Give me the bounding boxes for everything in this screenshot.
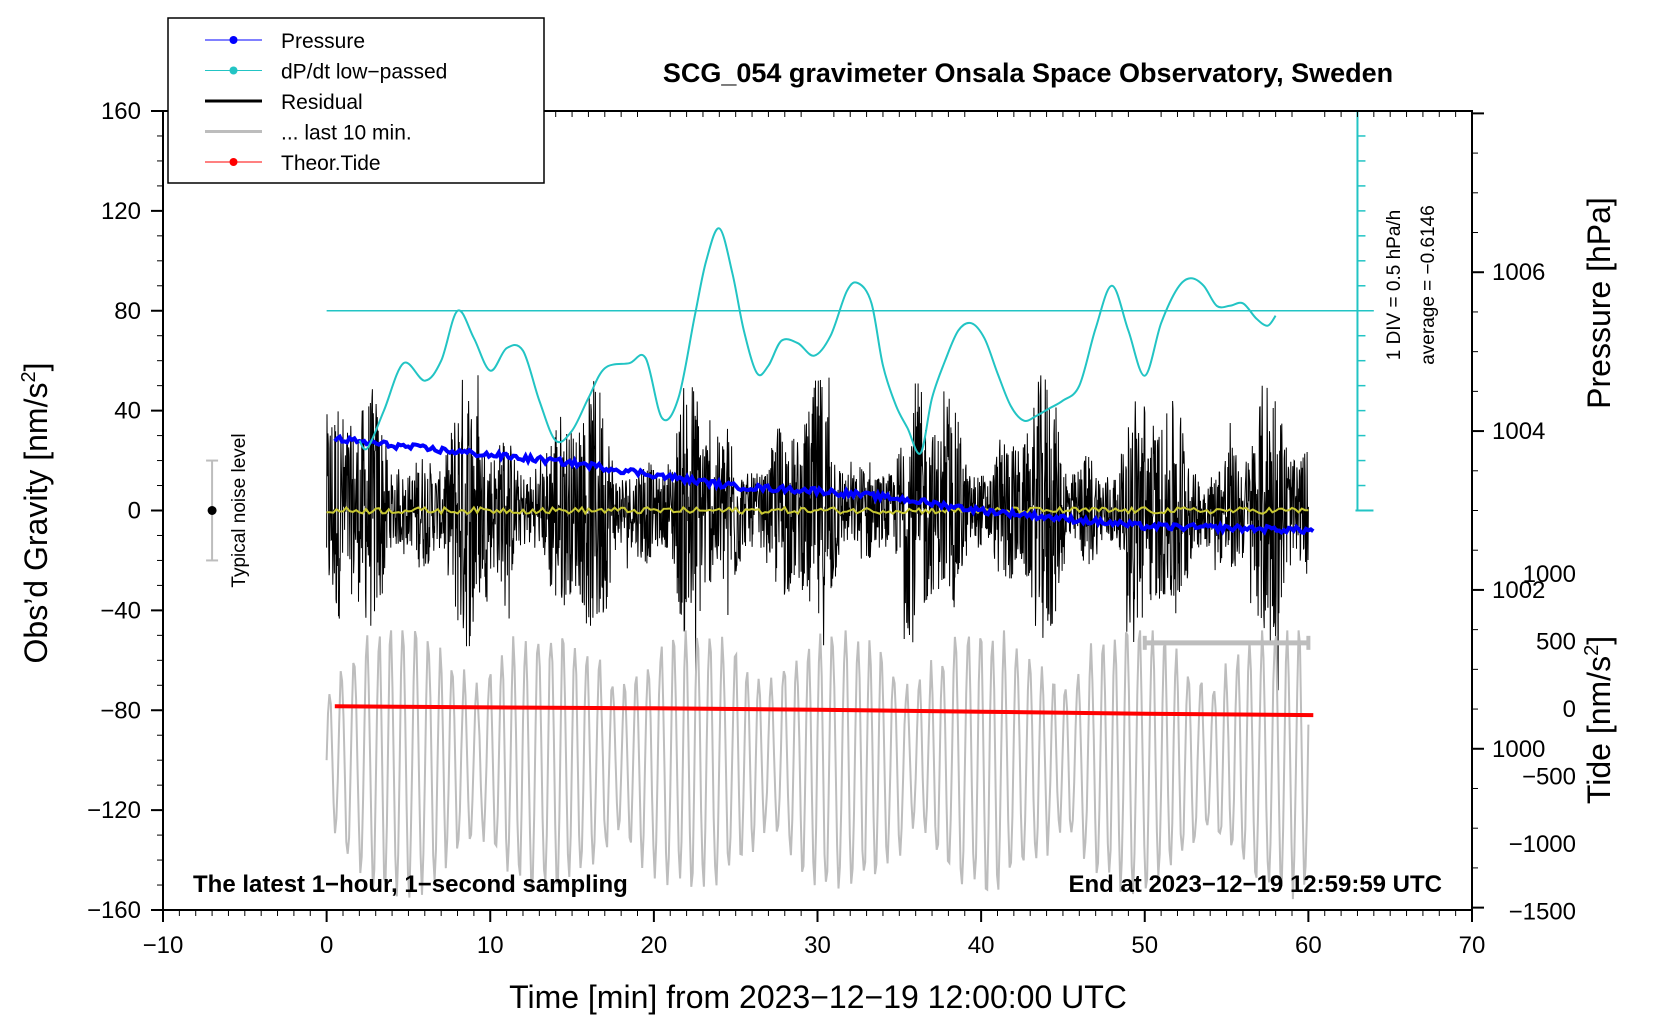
x-tick-label: 70 xyxy=(1459,932,1486,959)
noise-center-dot xyxy=(207,506,217,515)
tide-axis-title-main: Tide [nm/s xyxy=(1581,656,1617,804)
pressure-series-line xyxy=(333,433,1315,536)
tide-axis-title-sup: 2 xyxy=(1581,645,1603,656)
chart-title: SCG_054 gravimeter Onsala Space Observat… xyxy=(663,58,1393,88)
x-tick-label: 30 xyxy=(804,932,831,959)
pressure-axis-title: Pressure [hPa] xyxy=(1581,197,1617,409)
x-tick-label: 40 xyxy=(968,932,995,959)
plot-layer xyxy=(206,110,1374,900)
pressure-tick-label: 1006 xyxy=(1492,259,1545,286)
dpdt-average-label: average = −0.6146 xyxy=(1418,205,1439,365)
y-axis-title-sup: 2 xyxy=(18,371,40,382)
x-tick-label: 60 xyxy=(1295,932,1322,959)
tide-tick-label: 0 xyxy=(1563,696,1576,723)
tide-tick-label: 500 xyxy=(1536,629,1576,656)
legend-swatch-dot xyxy=(229,66,238,75)
y-tick-label: −40 xyxy=(100,597,141,624)
y-axis-title-main: Obs’d Gravity [nm/s xyxy=(18,383,54,664)
y-tick-label: −160 xyxy=(87,897,141,924)
y-tick-label: 40 xyxy=(114,398,141,425)
residual-mean-series-line xyxy=(326,505,1309,516)
tide-tick-label: −1500 xyxy=(1509,899,1576,926)
legend-label: dP/dt low−passed xyxy=(281,61,447,84)
dpdt-div-label: 1 DIV = 0.5 hPa/h xyxy=(1384,210,1405,361)
theor-tide-series-line xyxy=(334,704,1314,718)
legend-swatch-dot xyxy=(229,158,238,166)
pressure-tick-label: 1002 xyxy=(1492,577,1545,604)
tide-tick-label: −500 xyxy=(1522,764,1576,791)
legend-label: Pressure xyxy=(281,30,365,53)
y-tick-label: 160 xyxy=(101,98,141,125)
x-tick-label: 20 xyxy=(641,932,668,959)
legend-swatch-dot xyxy=(229,36,238,44)
tide-axis-title: Tide [nm/s2] xyxy=(1581,636,1617,804)
legend-label: Theor.Tide xyxy=(281,152,381,175)
x-tick-label: 50 xyxy=(1131,932,1158,959)
tide-axis-title-end: ] xyxy=(1581,636,1617,645)
x-tick-label: 10 xyxy=(477,932,504,959)
tide-tick-label: 1000 xyxy=(1523,561,1576,588)
y-tick-label: 0 xyxy=(128,498,141,525)
x-tick-label: −10 xyxy=(143,932,184,959)
legend-label: ... last 10 min. xyxy=(281,122,412,145)
y-tick-label: −80 xyxy=(100,697,141,724)
end-time-annotation: End at 2023−12−19 12:59:59 UTC xyxy=(1068,871,1442,898)
last-10-min-series-line xyxy=(325,630,1310,900)
axes-layer xyxy=(151,110,1484,922)
pressure-tick-label: 1000 xyxy=(1492,736,1545,763)
pressure-tick-label: 1004 xyxy=(1492,418,1545,445)
x-axis-title: Time [min] from 2023−12−19 12:00:00 UTC xyxy=(509,979,1127,1015)
dpdt-series-line xyxy=(358,227,1277,455)
tide-tick-label: −1000 xyxy=(1509,831,1576,858)
residual-series-line xyxy=(326,375,1309,691)
legend-label: Residual xyxy=(281,91,363,114)
y-tick-label: 80 xyxy=(114,298,141,325)
labels-layer: 1 DIV = 0.5 hPa/h average = −0.6146 Typica… xyxy=(18,17,1617,1015)
noise-label: Typical noise level xyxy=(229,433,250,587)
sampling-annotation: The latest 1−hour, 1−second sampling xyxy=(193,871,628,898)
y-tick-label: 120 xyxy=(101,198,141,225)
x-tick-label: 0 xyxy=(320,932,333,959)
y-axis-title: Obs’d Gravity [nm/s2] xyxy=(18,363,54,664)
y-axis-title-end: ] xyxy=(18,363,54,372)
y-tick-label: −120 xyxy=(87,797,141,824)
